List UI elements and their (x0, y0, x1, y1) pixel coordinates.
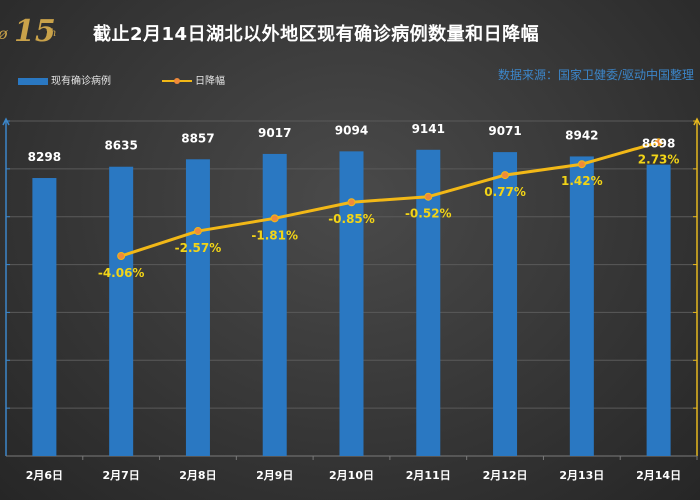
bar-value-label: 8698 (642, 137, 675, 151)
legend-item-line: 日降幅 (162, 72, 225, 87)
line-value-label: -4.06% (98, 266, 145, 280)
line-value-label: -0.52% (405, 207, 452, 221)
x-tick-label: 2月13日 (559, 469, 604, 482)
bar-value-label: 9017 (258, 126, 291, 140)
x-tick-label: 2月12日 (483, 469, 528, 482)
line-series (117, 138, 663, 261)
legend-bar-swatch (18, 77, 48, 85)
bar-value-label: 8298 (28, 150, 61, 164)
legend-line-swatch (162, 76, 192, 86)
bar (493, 152, 518, 456)
bar (569, 156, 594, 456)
legend-item-bar: 现有确诊病例 (18, 72, 111, 87)
line-value-label: -1.81% (251, 228, 298, 242)
legend-line-label: 日降幅 (195, 76, 225, 87)
x-tick-label: 2月6日 (26, 469, 63, 482)
line-point (270, 214, 279, 223)
x-tick-label: 2月10日 (329, 469, 374, 482)
chart-title: 截止2月14日湖北以外地区现有确诊病例数量和日降幅 (93, 24, 540, 45)
line-point (424, 192, 433, 201)
line-path (120, 140, 660, 258)
x-tick-label: 2月7日 (103, 469, 140, 482)
line-point (577, 160, 586, 169)
line-value-label: -0.85% (328, 212, 375, 226)
bar (416, 149, 441, 457)
logo-mark: ø (0, 24, 8, 43)
right-axis-arrow (693, 117, 700, 126)
bar-value-label: 8635 (104, 139, 137, 153)
line-point (117, 252, 126, 261)
bar-value-label: 8942 (565, 128, 598, 142)
bar (185, 159, 210, 456)
x-tick-label: 2月11日 (406, 469, 451, 482)
x-tick-labels: 2月6日 2月7日 2月8日 2月9日 2月10日 2月11日 2月12日 2月13日 2月14… (26, 456, 698, 482)
line-point (347, 198, 356, 207)
data-labels: 8298 8635 8857 9017 9094 9141 9071 8942 8698 -4.0… (28, 122, 680, 280)
bar (262, 153, 287, 457)
x-tick-label: 2月8日 (179, 469, 216, 482)
bar-value-label: 9141 (412, 122, 445, 136)
line-point (501, 171, 510, 180)
line-point (193, 227, 202, 236)
line-value-label: -2.57% (175, 241, 222, 255)
x-tick-label: 2月14日 (636, 469, 681, 482)
logo: ø 15 th (0, 14, 70, 54)
bar (339, 151, 364, 456)
line-value-label: 1.42% (561, 174, 603, 188)
data-source: 数据来源：国家卫健委/驱动中国整理 (497, 68, 694, 82)
bar-value-label: 9094 (335, 123, 368, 137)
bar (109, 166, 134, 457)
bar-value-label: 8857 (181, 131, 214, 145)
legend-bar-label: 现有确诊病例 (51, 76, 111, 87)
bar-value-label: 9071 (488, 124, 521, 138)
line-point (654, 138, 663, 147)
line-value-label: 2.73% (638, 152, 680, 166)
bar (646, 164, 671, 456)
x-tick-label: 2月9日 (256, 469, 293, 482)
left-axis-arrow (2, 117, 10, 126)
line-value-label: 0.77% (484, 185, 526, 199)
bar (32, 178, 57, 456)
logo-number: 15 (14, 14, 56, 49)
logo-suffix: th (46, 28, 57, 39)
bars (32, 149, 671, 457)
